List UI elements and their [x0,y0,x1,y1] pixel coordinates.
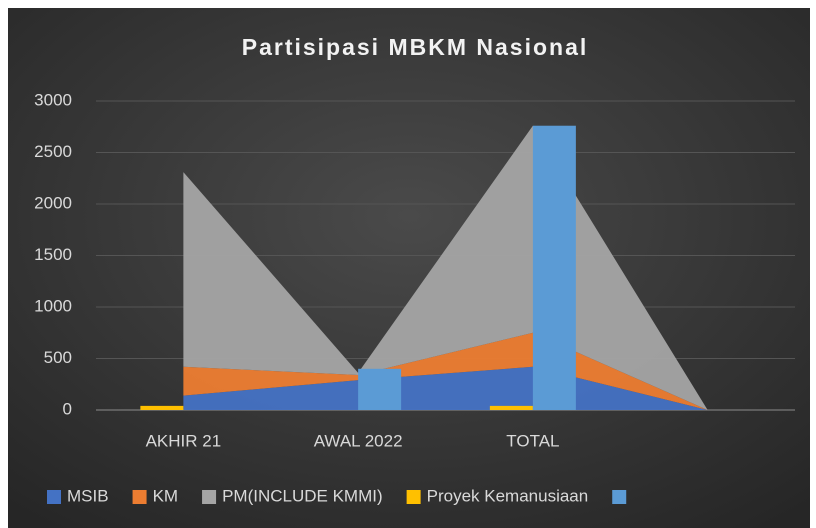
y-tick-label: 2500 [34,142,72,161]
legend-label: PM(INCLUDE KMMI) [222,486,383,505]
chart-background [8,8,810,528]
legend-swatch [47,490,61,504]
legend-label: MSIB [67,486,109,505]
y-tick-label: 2000 [34,193,72,212]
y-tick-label: 3000 [34,90,72,109]
x-tick-label: TOTAL [506,431,559,450]
y-tick-label: 0 [63,399,72,418]
bar [489,405,533,410]
x-tick-label: AWAL 2022 [314,431,403,450]
legend-label: Proyek Kemanusiaan [427,486,589,505]
legend-label: KM [153,486,179,505]
bar [358,368,402,410]
area [183,125,708,410]
legend-swatch [202,490,217,504]
x-tick-label: AKHIR 21 [146,431,222,450]
y-tick-label: 1500 [34,245,72,264]
legend-swatch [132,490,147,504]
bar [140,405,184,410]
y-tick-label: 1000 [34,296,72,315]
bar [532,125,576,410]
legend-swatch [612,490,627,504]
legend-swatch [406,490,421,504]
chart-title: Partisipasi MBKM Nasional [242,34,589,60]
y-tick-label: 500 [44,348,72,367]
